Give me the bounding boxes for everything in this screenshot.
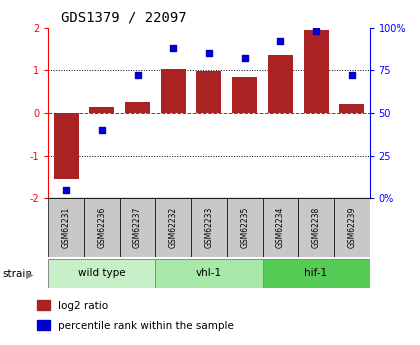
Bar — [48, 259, 155, 288]
Text: strain: strain — [2, 269, 32, 279]
Text: GSM62231: GSM62231 — [62, 207, 71, 248]
Bar — [232, 77, 257, 113]
Text: GSM62236: GSM62236 — [97, 207, 106, 248]
Bar — [125, 102, 150, 113]
Bar — [54, 113, 79, 179]
Bar — [262, 198, 298, 257]
Bar — [48, 198, 84, 257]
Bar — [197, 71, 221, 113]
Text: GSM62238: GSM62238 — [312, 207, 320, 248]
Bar — [334, 198, 370, 257]
Text: wild type: wild type — [78, 268, 126, 278]
Bar — [84, 198, 120, 257]
Text: vhl-1: vhl-1 — [196, 268, 222, 278]
Text: GSM62233: GSM62233 — [205, 207, 213, 248]
Point — [134, 73, 141, 78]
Point — [312, 28, 319, 34]
Bar — [339, 104, 364, 113]
Point — [277, 39, 284, 44]
Point — [241, 56, 248, 61]
Bar — [89, 107, 114, 113]
Point — [63, 187, 70, 193]
Text: GSM62237: GSM62237 — [133, 207, 142, 248]
Text: hif-1: hif-1 — [304, 268, 328, 278]
Bar — [298, 198, 334, 257]
Bar — [304, 30, 328, 113]
Bar — [155, 259, 262, 288]
Text: GSM62239: GSM62239 — [347, 207, 356, 248]
Text: GDS1379 / 22097: GDS1379 / 22097 — [61, 10, 186, 24]
Point — [349, 73, 355, 78]
Text: GSM62235: GSM62235 — [240, 207, 249, 248]
Bar — [161, 69, 186, 113]
Text: GSM62232: GSM62232 — [169, 207, 178, 248]
Point — [98, 127, 105, 133]
Text: percentile rank within the sample: percentile rank within the sample — [58, 321, 234, 331]
Bar — [37, 300, 50, 310]
Bar — [262, 259, 370, 288]
Text: GSM62234: GSM62234 — [276, 207, 285, 248]
Bar — [268, 55, 293, 113]
Text: ▶: ▶ — [26, 270, 34, 280]
Bar — [227, 198, 262, 257]
Bar — [37, 320, 50, 330]
Bar — [155, 198, 191, 257]
Bar — [191, 198, 227, 257]
Text: log2 ratio: log2 ratio — [58, 301, 108, 311]
Bar — [120, 198, 155, 257]
Point — [170, 45, 177, 51]
Point — [206, 50, 212, 56]
